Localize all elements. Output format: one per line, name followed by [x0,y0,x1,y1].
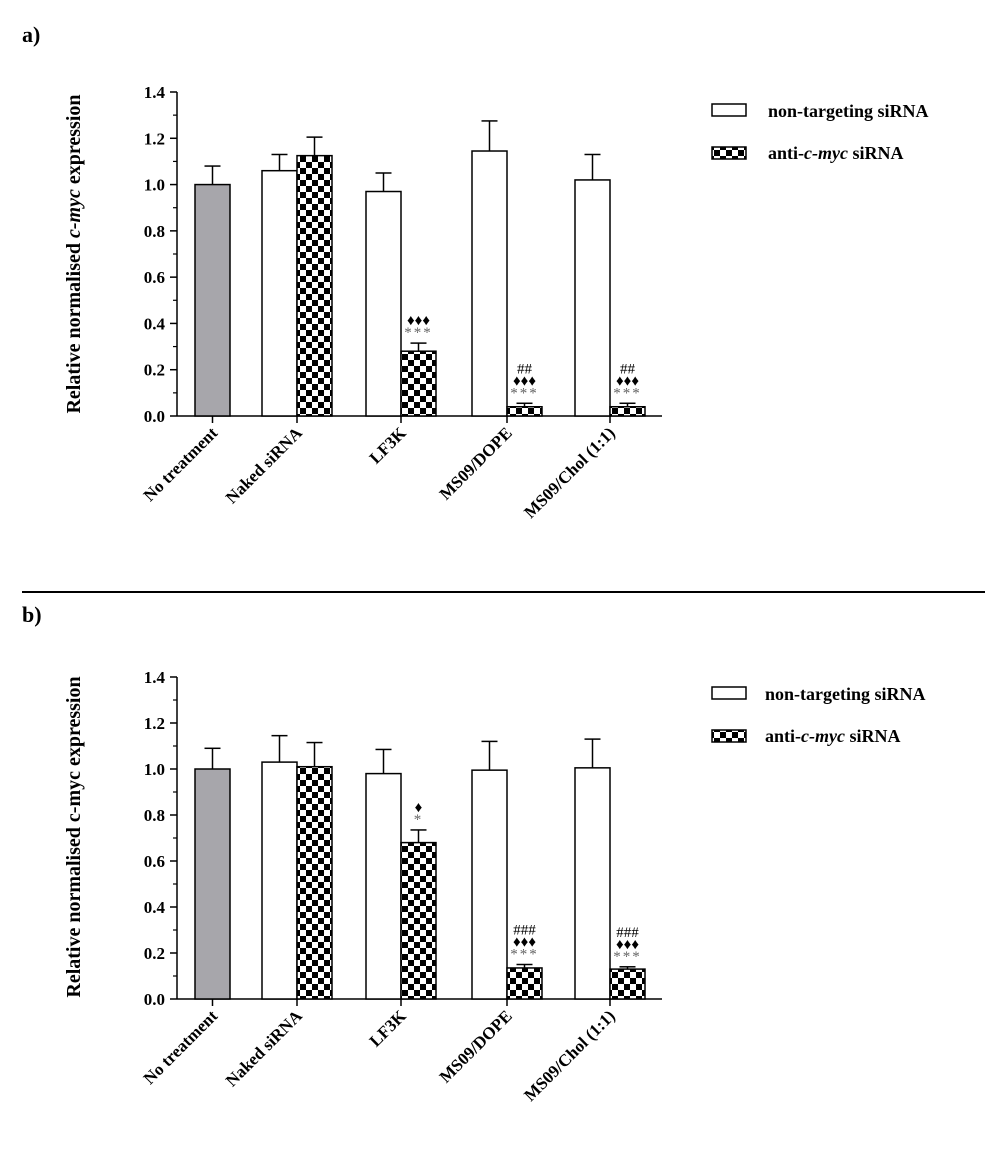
bar-nontargeting [365,190,402,417]
x-tick-label: MS09/DOPE [436,423,516,503]
legend-swatch-anti [711,729,747,743]
legend-swatch-nontargeting [711,686,747,700]
significance-annotation: ♦ [415,800,423,816]
y-tick-label: 0.2 [144,361,165,380]
chart-a: 0.0 0.2 0.4 0.6 0.8 1.0 1.2 1.4 No treatment Nake… [140,83,662,522]
bar-anti-cmyc [609,968,646,1000]
y-tick-label: 0.0 [144,990,165,1009]
bar-anti-cmyc [296,154,333,417]
significance-annotation: *** [613,385,642,401]
x-tick-label: MS09/Chol (1:1) [520,1006,619,1105]
legend-label-nontargeting: non-targeting siRNA [765,684,926,704]
bar-nontargeting [574,179,611,417]
bar-nontargeting [261,169,298,417]
significance-annotation: ## [620,361,636,377]
y-tick-label: 0.2 [144,944,165,963]
x-tick-label: LF3K [366,423,411,468]
x-tick-label: Naked siRNA [222,423,306,507]
y-tick-label: 0.6 [144,268,165,287]
significance-annotation: ## [517,361,533,377]
x-tick-label: MS09/DOPE [436,1006,516,1086]
significance-annotation: ♦♦♦ [616,937,639,953]
y-tick-label: 1.4 [144,83,166,102]
bar-nontargeting [574,767,611,1000]
bar-anti-cmyc [296,765,333,1000]
chart-b: 0.0 0.2 0.4 0.6 0.8 1.0 1.2 1.4 No treatment Nake… [140,668,662,1105]
legend-swatch-nontargeting [711,103,747,117]
y-tick-label: 1.0 [144,760,165,779]
bar-no-treatment [194,768,231,1000]
bar-anti-cmyc [400,841,437,1000]
bar-anti-cmyc [506,405,543,417]
x-tick-label: MS09/Chol (1:1) [520,423,619,522]
y-tick-label: 0.4 [144,314,166,333]
legend-b: non-targeting siRNA anti-c-myc siRNA [711,684,926,746]
bar-anti-cmyc [400,350,437,417]
panel-label-a: a) [22,22,40,47]
bar-anti-cmyc [609,405,646,417]
x-tick-label: No treatment [140,423,222,505]
panel-label-b: b) [22,602,42,627]
significance-annotation: ### [616,925,639,941]
bar-nontargeting [471,769,508,1000]
significance-annotation: ♦♦♦ [616,373,639,389]
bar-nontargeting [261,761,298,1000]
y-tick-label: 1.2 [144,129,165,148]
y-tick-label: 0.4 [144,898,166,917]
significance-annotation: ### [513,923,536,939]
significance-annotation: * [414,812,424,828]
significance-annotation: ♦♦♦ [513,935,536,951]
y-tick-label: 0.8 [144,806,165,825]
y-axis-label-a: Relative normalised c-myc expression [63,94,85,413]
bar-nontargeting [471,150,508,417]
y-tick-label: 1.0 [144,176,165,195]
legend-label-anti: anti-c-myc siRNA [768,143,903,163]
y-tick-label: 0.0 [144,407,165,426]
bar-no-treatment [194,183,231,417]
bar-anti-cmyc [506,967,543,1000]
legend-label-anti: anti-c-myc siRNA [765,726,900,746]
x-tick-label: Naked siRNA [222,1006,306,1090]
y-tick-label: 0.8 [144,222,165,241]
significance-annotation: *** [510,947,539,963]
significance-annotation: ♦♦♦ [513,373,536,389]
x-tick-label: LF3K [366,1006,411,1051]
significance-annotation: ♦♦♦ [407,313,430,329]
y-tick-label: 1.2 [144,714,165,733]
legend-a: non-targeting siRNA anti-c-myc siRNA [711,101,929,163]
significance-annotation: *** [404,325,433,341]
y-tick-label: 0.6 [144,852,165,871]
bar-nontargeting [365,772,402,1000]
y-axis-label-b: Relative normalised c-myc expression [63,676,85,997]
significance-annotation: *** [613,949,642,965]
x-tick-label: No treatment [140,1006,222,1088]
y-tick-label: 1.4 [144,668,166,687]
significance-annotation: *** [510,385,539,401]
legend-label-nontargeting: non-targeting siRNA [768,101,929,121]
legend-swatch-anti [711,146,747,160]
